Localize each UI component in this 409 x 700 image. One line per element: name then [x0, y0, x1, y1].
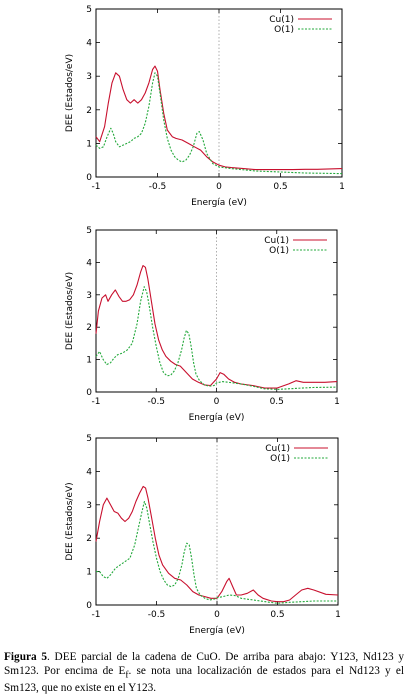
panel3-y-tick-label: 1 — [86, 568, 92, 578]
panel3-y-tick-label: 5 — [86, 434, 92, 444]
panel3-x-tick-label: -1 — [92, 610, 101, 620]
panel3-y-tick-label: 0 — [86, 601, 92, 611]
panel2-series-o1-line — [95, 286, 338, 390]
panel1-y-axis-title: DEE (Estados/eV) — [65, 54, 75, 132]
panel2-x-tick-label: 1 — [334, 397, 340, 407]
panel1-legend-label-cu1: Cu(1) — [269, 15, 294, 25]
panel1-y-tick-label: 5 — [86, 5, 92, 15]
panel1-x-tick-label: -1 — [92, 182, 101, 192]
panel1-y-tick-label: 0 — [86, 173, 92, 183]
panel3-x-tick-label: 0.5 — [270, 610, 284, 620]
caption-label: Figura 5 — [4, 651, 47, 663]
panel3-x-axis-title: Energía (eV) — [189, 626, 245, 636]
panel2-y-tick-label: 1 — [86, 356, 92, 366]
panel3-series-o1-line — [96, 500, 338, 604]
figure-panels: -1 -0.5 0 0.5 1 0 1 2 3 4 5 Energía (eV) DEE (Estado… — [65, 5, 345, 636]
panel3-x-tick-label: 1 — [335, 610, 341, 620]
panel2-y-tick-label: 0 — [86, 388, 92, 398]
panel1-y-tick-label: 1 — [86, 139, 92, 149]
panel1-y-tick-label: 4 — [86, 39, 92, 49]
caption-text: . DEE parcial de la cadena de CuO. De ar… — [4, 651, 404, 677]
panel3-series-cu1-line — [95, 485, 339, 603]
figure-caption: Figura 5. DEE parcial de la cadena de Cu… — [4, 651, 404, 696]
panel2-x-tick-label: -0.5 — [147, 397, 165, 407]
panel1-legend-label-o1: O(1) — [274, 25, 294, 35]
panel3-y-tick-label: 3 — [86, 501, 92, 511]
panel3-x-tick-label: -0.5 — [148, 610, 166, 620]
caption-text-end: . se nota una localización de estados pa… — [4, 664, 404, 695]
panel2-x-tick-label: 0.5 — [270, 397, 284, 407]
panel1-x-tick-label: 0.5 — [273, 182, 287, 192]
panel2-legend-label-cu1: Cu(1) — [264, 236, 289, 246]
panel2-y-tick-label: 4 — [86, 258, 92, 268]
caption-subscript: f — [125, 669, 129, 680]
panel3-y-tick-label: 2 — [86, 534, 92, 544]
panel2-y-axis-title: DEE (Estados/eV) — [65, 272, 75, 350]
panel1-series-cu1-line — [95, 65, 343, 171]
panel1-x-axis-title: Energía (eV) — [191, 198, 247, 208]
panel2-x-axis-title: Energía (eV) — [189, 413, 245, 423]
panel2-x-tick-label: 0 — [214, 397, 220, 407]
panel3-x-tick-label: 0 — [214, 610, 220, 620]
panel3-legend-label-cu1: Cu(1) — [265, 444, 290, 454]
panel2-legend-label-o1: O(1) — [269, 246, 289, 256]
panel2-y-tick-label: 2 — [86, 323, 92, 333]
panel1-series-o1-line — [95, 72, 343, 175]
panel1-y-tick-label: 2 — [86, 106, 92, 116]
panel2-x-tick-label: -1 — [92, 397, 101, 407]
panel2-y-tick-label: 3 — [86, 291, 92, 301]
panel3-y-axis-title: DEE (Estados/eV) — [65, 482, 75, 560]
panel1-x-tick-label: -0.5 — [149, 182, 167, 192]
panel3-legend-label-o1: O(1) — [270, 454, 290, 464]
panel1-x-tick-label: 0 — [216, 182, 222, 192]
panel1-x-tick-label: 1 — [339, 182, 345, 192]
panel2-series-cu1-line — [95, 265, 338, 389]
panel3-y-tick-label: 4 — [86, 467, 92, 477]
panel1-y-tick-label: 3 — [86, 72, 92, 82]
panel2-y-tick-label: 5 — [86, 226, 92, 236]
